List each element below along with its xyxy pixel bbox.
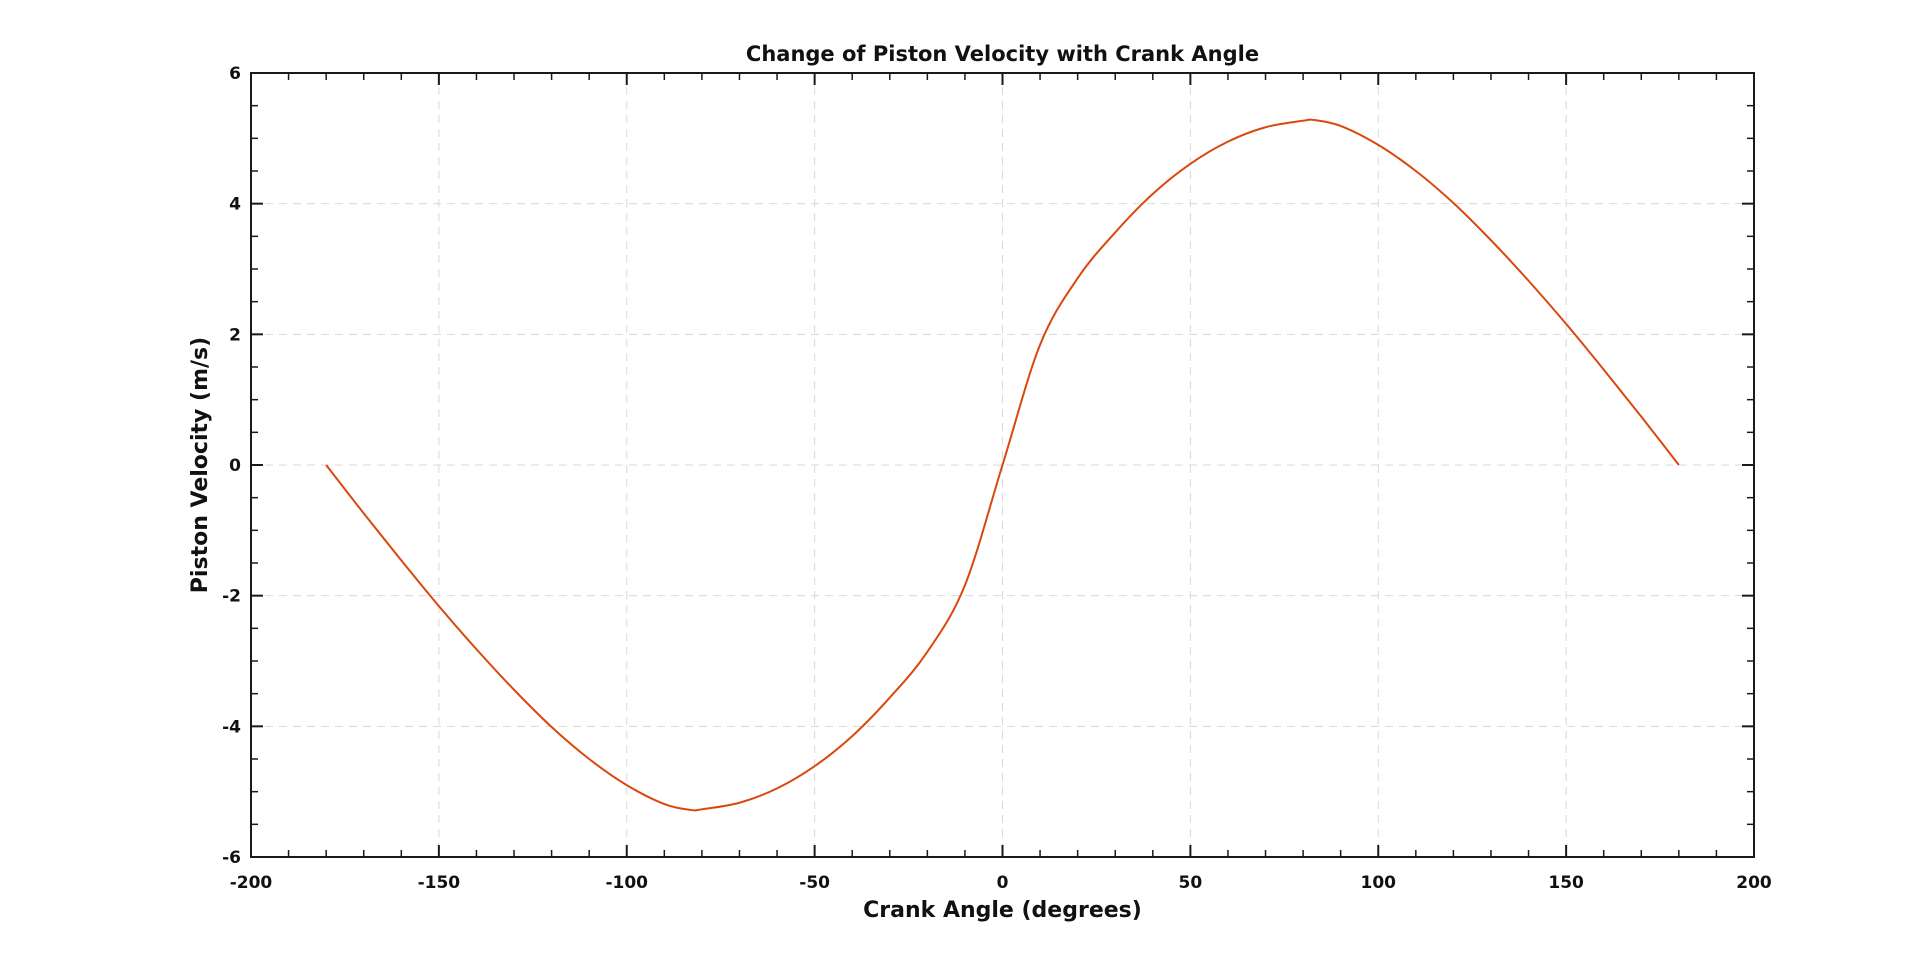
y-tick-label: -4 (222, 717, 241, 737)
y-axis-title: Piston Velocity (m/s) (188, 337, 213, 593)
x-tick-label: -200 (230, 873, 273, 893)
y-tick-label: 4 (229, 195, 241, 215)
x-tick-label: 0 (997, 873, 1009, 893)
axis-ticks (250, 72, 1755, 858)
x-tick-label: -150 (418, 873, 461, 893)
x-tick-label: -100 (605, 873, 648, 893)
y-tick-label: 0 (229, 456, 241, 476)
x-tick-label: 100 (1361, 873, 1397, 893)
series-layer (325, 118, 1680, 812)
series-line (325, 118, 1680, 812)
grid (251, 73, 1754, 857)
x-tick-label: -50 (799, 873, 830, 893)
y-tick-label: 2 (229, 325, 241, 345)
y-tick-label: -6 (222, 848, 241, 868)
x-tick-label: 200 (1736, 873, 1772, 893)
tick-labels: -200 -150 -100 -50 0 50 100 150 200 -6 -4 -2 0 2 4 6 (222, 64, 1772, 893)
y-tick-label: 6 (229, 64, 241, 84)
chart-title: Change of Piston Velocity with Crank Ang… (746, 42, 1259, 66)
x-tick-label: 150 (1548, 873, 1584, 893)
x-tick-label: 50 (1179, 873, 1203, 893)
y-tick-label: -2 (222, 587, 241, 607)
x-axis-title: Crank Angle (degrees) (863, 898, 1142, 923)
